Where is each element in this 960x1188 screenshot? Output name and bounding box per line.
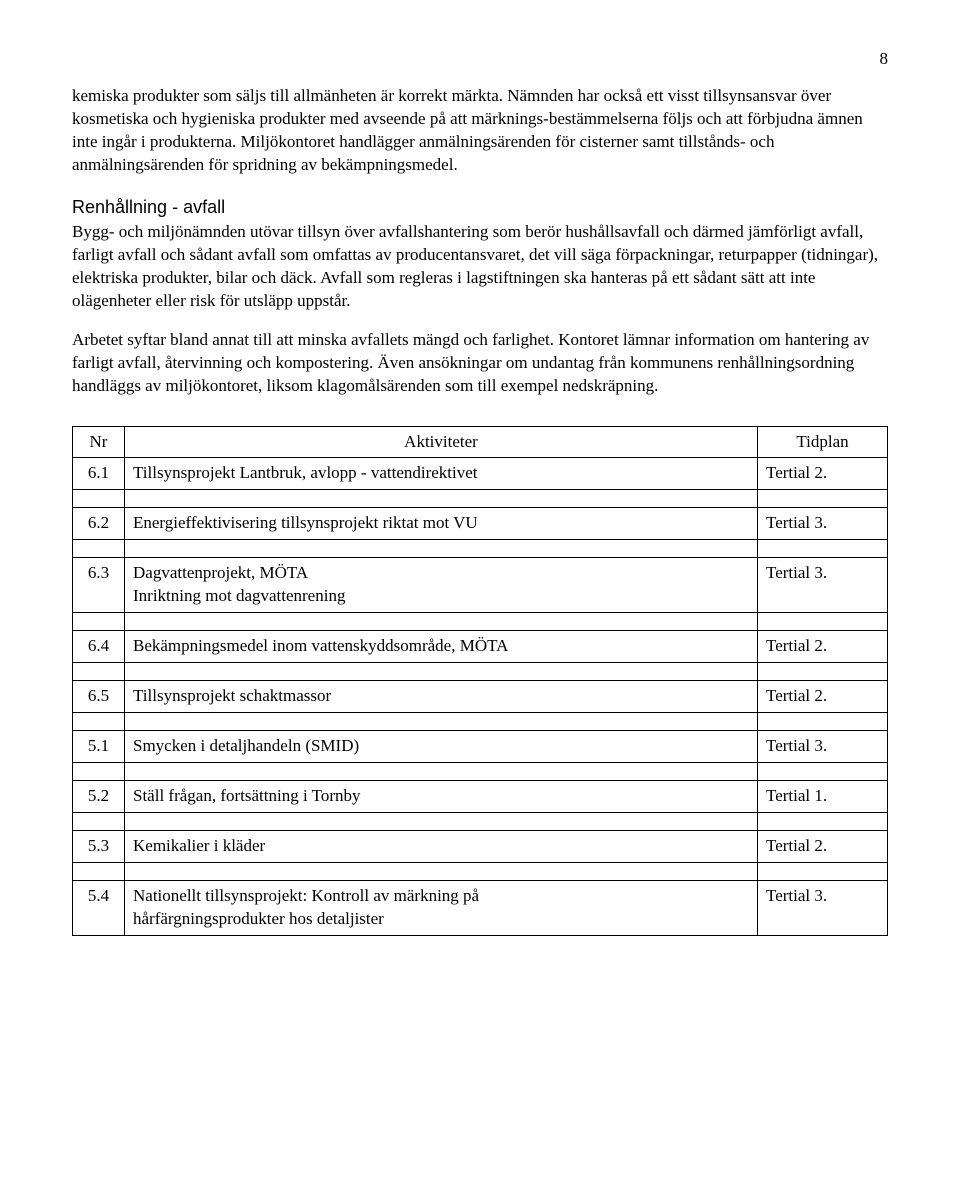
cell-nr: 6.5: [73, 681, 125, 713]
cell-nr: 5.3: [73, 830, 125, 862]
table-spacer: [73, 812, 888, 830]
table-row: 6.5 Tillsynsprojekt schaktmassor Tertial…: [73, 681, 888, 713]
cell-nr: 6.1: [73, 458, 125, 490]
cell-aktivitet: Bekämpningsmedel inom vattenskyddsområde…: [125, 631, 758, 663]
cell-aktivitet-line1: Nationellt tillsynsprojekt: Kontroll av …: [133, 885, 749, 908]
cell-aktivitet: Nationellt tillsynsprojekt: Kontroll av …: [125, 880, 758, 935]
table-row: 5.3 Kemikalier i kläder Tertial 2.: [73, 830, 888, 862]
cell-tidplan: Tertial 2.: [758, 458, 888, 490]
section-heading-renhallning: Renhållning - avfall: [72, 195, 888, 219]
cell-aktivitet: Dagvattenprojekt, MÖTA Inriktning mot da…: [125, 558, 758, 613]
cell-aktivitet: Kemikalier i kläder: [125, 830, 758, 862]
cell-aktivitet: Tillsynsprojekt schaktmassor: [125, 681, 758, 713]
cell-tidplan: Tertial 2.: [758, 830, 888, 862]
table-spacer: [73, 763, 888, 781]
table-row: 5.4 Nationellt tillsynsprojekt: Kontroll…: [73, 880, 888, 935]
page-number: 8: [72, 48, 888, 71]
paragraph-renhallning-1: Bygg- och miljönämnden utövar tillsyn öv…: [72, 221, 888, 313]
table-row: 5.2 Ställ frågan, fortsättning i Tornby …: [73, 781, 888, 813]
cell-aktivitet: Ställ frågan, fortsättning i Tornby: [125, 781, 758, 813]
table-row: 6.3 Dagvattenprojekt, MÖTA Inriktning mo…: [73, 558, 888, 613]
header-tidplan: Tidplan: [758, 426, 888, 458]
table-spacer: [73, 713, 888, 731]
table-header-row: Nr Aktiviteter Tidplan: [73, 426, 888, 458]
cell-aktivitet: Tillsynsprojekt Lantbruk, avlopp - vatte…: [125, 458, 758, 490]
activities-table: Nr Aktiviteter Tidplan 6.1 Tillsynsproje…: [72, 426, 888, 936]
table-row: 6.1 Tillsynsprojekt Lantbruk, avlopp - v…: [73, 458, 888, 490]
cell-nr: 5.2: [73, 781, 125, 813]
cell-nr: 6.2: [73, 508, 125, 540]
paragraph-intro: kemiska produkter som säljs till allmänh…: [72, 85, 888, 177]
cell-aktivitet-line2: hårfärgningsprodukter hos detaljister: [133, 908, 749, 931]
cell-aktivitet-line1: Dagvattenprojekt, MÖTA: [133, 562, 749, 585]
cell-nr: 5.4: [73, 880, 125, 935]
cell-tidplan: Tertial 2.: [758, 681, 888, 713]
table-row: 6.4 Bekämpningsmedel inom vattenskyddsom…: [73, 631, 888, 663]
paragraph-renhallning-2: Arbetet syftar bland annat till att mins…: [72, 329, 888, 398]
header-aktiviteter: Aktiviteter: [125, 426, 758, 458]
table-row: 5.1 Smycken i detaljhandeln (SMID) Terti…: [73, 731, 888, 763]
cell-aktivitet: Energieffektivisering tillsynsprojekt ri…: [125, 508, 758, 540]
cell-tidplan: Tertial 2.: [758, 631, 888, 663]
table-spacer: [73, 490, 888, 508]
table-spacer: [73, 663, 888, 681]
cell-tidplan: Tertial 3.: [758, 558, 888, 613]
cell-tidplan: Tertial 3.: [758, 880, 888, 935]
cell-nr: 6.3: [73, 558, 125, 613]
cell-nr: 6.4: [73, 631, 125, 663]
cell-aktivitet: Smycken i detaljhandeln (SMID): [125, 731, 758, 763]
cell-tidplan: Tertial 1.: [758, 781, 888, 813]
cell-tidplan: Tertial 3.: [758, 731, 888, 763]
cell-tidplan: Tertial 3.: [758, 508, 888, 540]
table-spacer: [73, 862, 888, 880]
cell-nr: 5.1: [73, 731, 125, 763]
cell-aktivitet-line2: Inriktning mot dagvattenrening: [133, 585, 749, 608]
table-spacer: [73, 613, 888, 631]
table-spacer: [73, 540, 888, 558]
header-nr: Nr: [73, 426, 125, 458]
table-row: 6.2 Energieffektivisering tillsynsprojek…: [73, 508, 888, 540]
